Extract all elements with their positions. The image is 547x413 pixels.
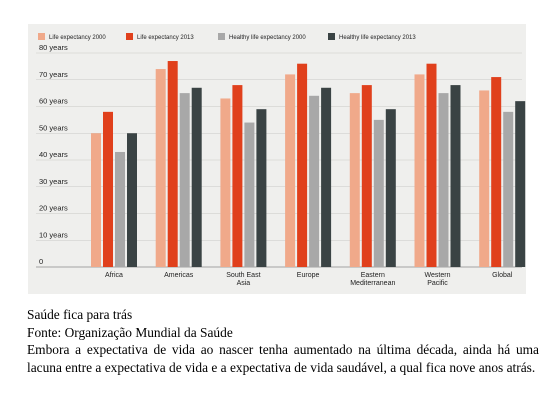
chart-panel: 0 10 years 20 years 30 years 40 years 50 year… (28, 24, 526, 294)
y-tick-label: 30 years (39, 177, 68, 186)
category-label: South East (226, 272, 260, 279)
legend-swatch (218, 33, 225, 40)
legend-label: Healthy life expectancy 2000 (229, 35, 306, 41)
caption-body: Embora a expectativa de vida ao nascer t… (27, 342, 539, 375)
bar-chart: 0 10 years 20 years 30 years 40 years 50 year… (36, 33, 526, 287)
category-label: Americas (164, 272, 194, 279)
legend-label: Life expectancy 2013 (137, 35, 194, 41)
bar (244, 122, 255, 267)
y-tick-label: 70 years (39, 70, 68, 79)
bar (256, 109, 267, 267)
bar (179, 93, 190, 267)
bar (321, 87, 332, 268)
bar (297, 63, 308, 268)
y-tick-label: 60 years (39, 97, 68, 106)
y-tick-label: 0 (39, 257, 43, 266)
bar (438, 93, 449, 267)
bar (167, 61, 178, 268)
category-label: Mediterranean (350, 280, 395, 287)
category-label: Western (425, 272, 451, 279)
category-label: Asia (237, 280, 251, 287)
bar (91, 133, 101, 267)
y-tick-label: 50 years (39, 123, 68, 132)
legend-swatch (126, 33, 133, 40)
bar (373, 119, 384, 267)
bar (232, 85, 243, 267)
legend-label: Life expectancy 2000 (49, 35, 106, 41)
legend-label: Healthy life expectancy 2013 (339, 35, 416, 41)
bar (515, 101, 526, 268)
category-label: Global (492, 272, 513, 279)
y-tick-label: 40 years (39, 150, 68, 159)
bar (479, 90, 490, 267)
bar (361, 85, 372, 267)
legend-swatch (38, 33, 45, 40)
bar (103, 111, 113, 267)
bar (115, 151, 125, 267)
bar (450, 85, 461, 267)
bar (309, 95, 320, 267)
category-label: Africa (105, 272, 123, 279)
caption-source: Fonte: Organização Mundial da Saúde (27, 324, 233, 340)
y-tick-label: 10 years (39, 230, 68, 239)
y-tick-label: 80 years (39, 43, 68, 52)
caption: Saúde fica para trás Fonte: Organização … (27, 306, 539, 376)
bar (414, 74, 425, 268)
bar (155, 69, 166, 267)
bar (127, 133, 137, 267)
y-tick-label: 20 years (39, 204, 68, 213)
bar (385, 109, 396, 267)
bar (491, 77, 502, 267)
caption-title: Saúde fica para trás (27, 307, 133, 322)
category-label: Europe (297, 272, 320, 279)
bar (191, 87, 202, 268)
legend-swatch (328, 33, 335, 40)
bar (503, 111, 514, 267)
category-label: Eastern (361, 272, 385, 279)
bar (285, 74, 296, 268)
category-label: Pacific (427, 280, 448, 287)
bar (220, 98, 231, 267)
bar (426, 63, 437, 268)
bar (349, 93, 360, 267)
